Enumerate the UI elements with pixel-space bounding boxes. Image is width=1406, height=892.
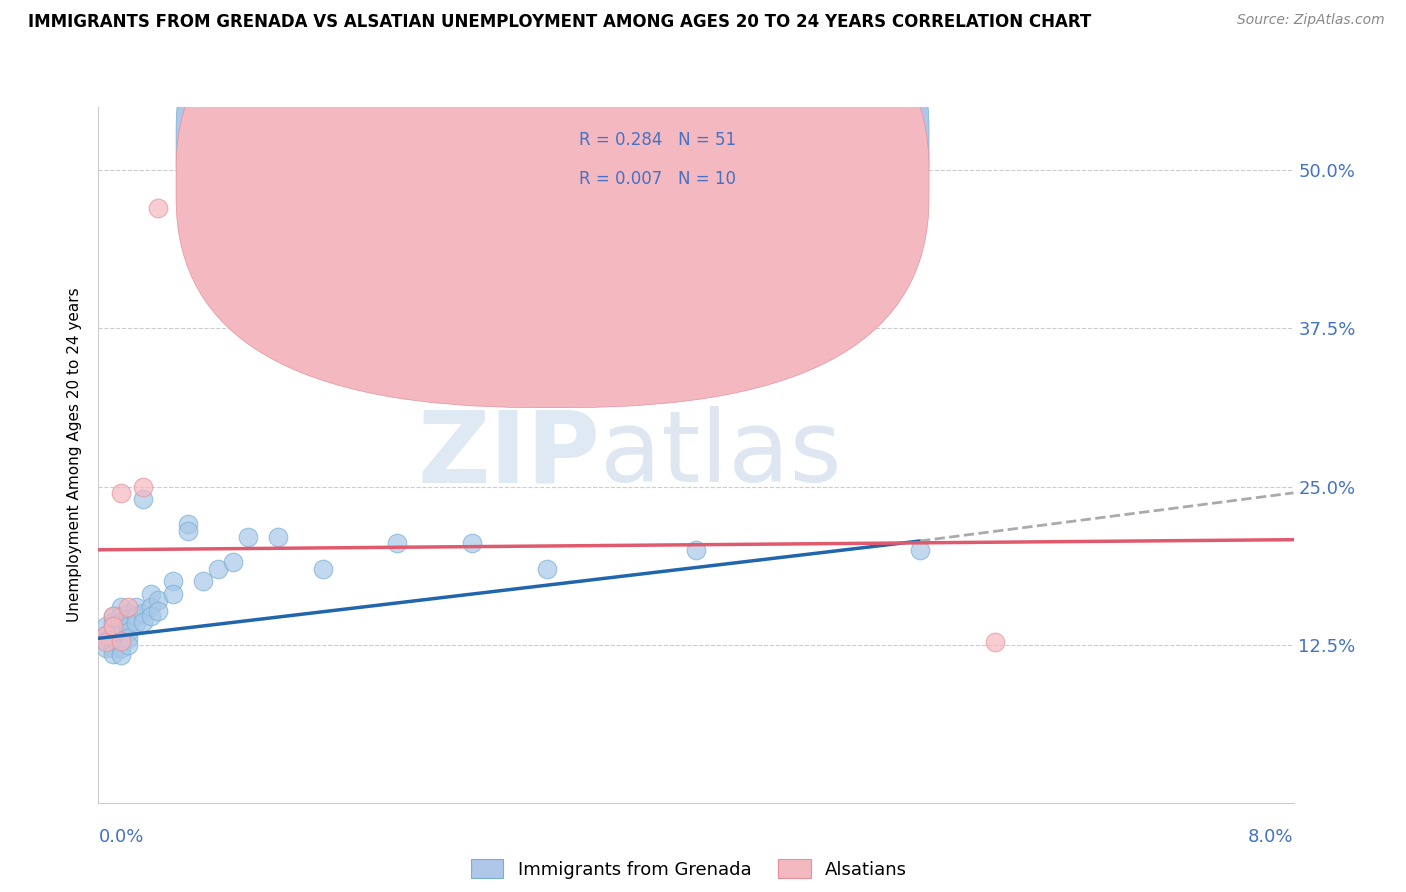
Point xyxy=(94,618,117,632)
Point xyxy=(222,556,245,570)
Point xyxy=(103,621,125,635)
Point xyxy=(103,615,125,629)
Point xyxy=(94,635,117,649)
Point xyxy=(117,638,139,652)
Point xyxy=(110,621,132,635)
Point xyxy=(117,606,139,620)
Point xyxy=(103,641,125,656)
Text: R = 0.007   N = 10: R = 0.007 N = 10 xyxy=(579,169,735,187)
Point xyxy=(110,641,132,656)
Point xyxy=(139,587,162,601)
Point xyxy=(385,536,409,550)
Point xyxy=(117,612,139,626)
Point xyxy=(908,542,931,557)
Text: IMMIGRANTS FROM GRENADA VS ALSATIAN UNEMPLOYMENT AMONG AGES 20 TO 24 YEARS CORRE: IMMIGRANTS FROM GRENADA VS ALSATIAN UNEM… xyxy=(28,13,1091,31)
Point xyxy=(148,201,170,215)
Point xyxy=(94,641,117,656)
Point xyxy=(132,492,155,507)
Y-axis label: Unemployment Among Ages 20 to 24 years: Unemployment Among Ages 20 to 24 years xyxy=(67,287,83,623)
Text: atlas: atlas xyxy=(600,407,842,503)
Point xyxy=(267,530,290,544)
Point xyxy=(132,615,155,629)
Point xyxy=(110,486,132,500)
Point xyxy=(148,603,170,617)
Point xyxy=(685,542,707,557)
Point xyxy=(311,562,333,576)
Point xyxy=(110,627,132,641)
FancyBboxPatch shape xyxy=(176,0,929,408)
FancyBboxPatch shape xyxy=(523,114,858,208)
Point xyxy=(162,587,184,601)
Point xyxy=(110,599,132,614)
Point xyxy=(110,608,132,623)
Point xyxy=(110,633,132,648)
Point xyxy=(103,633,125,648)
Point xyxy=(132,479,155,493)
Text: Source: ZipAtlas.com: Source: ZipAtlas.com xyxy=(1237,13,1385,28)
Point xyxy=(148,593,170,607)
Point xyxy=(125,599,148,614)
Point xyxy=(103,647,125,661)
Point xyxy=(125,608,148,623)
Point xyxy=(103,608,125,623)
Point xyxy=(207,562,229,576)
Text: 8.0%: 8.0% xyxy=(1249,828,1294,846)
Point xyxy=(162,574,184,589)
Point xyxy=(983,635,1005,649)
Point xyxy=(103,618,125,632)
Point xyxy=(117,632,139,646)
Text: 0.0%: 0.0% xyxy=(98,828,143,846)
Text: ZIP: ZIP xyxy=(418,407,600,503)
Point xyxy=(177,524,200,538)
Point xyxy=(94,627,117,641)
Point xyxy=(236,530,259,544)
Point xyxy=(94,633,117,648)
Text: R = 0.284   N = 51: R = 0.284 N = 51 xyxy=(579,131,735,149)
Point xyxy=(461,536,484,550)
Point xyxy=(191,574,214,589)
Point xyxy=(110,615,132,629)
Point xyxy=(103,627,125,641)
Point xyxy=(139,608,162,623)
Point xyxy=(125,616,148,631)
Point xyxy=(117,599,139,614)
Point xyxy=(110,635,132,649)
Point xyxy=(536,562,558,576)
Point xyxy=(110,648,132,662)
Point xyxy=(117,625,139,640)
Point xyxy=(177,517,200,532)
FancyBboxPatch shape xyxy=(176,0,929,368)
Point xyxy=(132,606,155,620)
Point xyxy=(117,618,139,632)
Point xyxy=(139,599,162,614)
Point xyxy=(103,608,125,623)
Point xyxy=(94,627,117,641)
Legend: Immigrants from Grenada, Alsatians: Immigrants from Grenada, Alsatians xyxy=(471,859,907,879)
